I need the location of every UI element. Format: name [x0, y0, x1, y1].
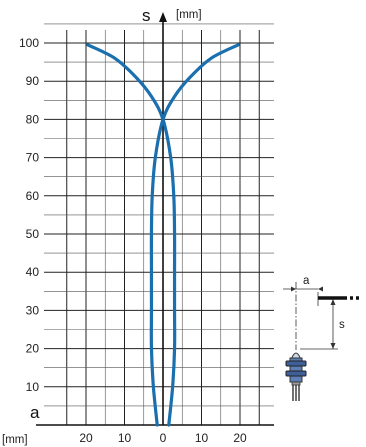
detection-curves	[86, 43, 240, 427]
axes	[36, 12, 274, 426]
y-axis-unit: [mm]	[176, 9, 202, 21]
dimension-a-arrow-right	[318, 286, 323, 292]
y-tick-label: 40	[26, 265, 40, 279]
y-tick-label: 10	[26, 380, 40, 394]
y-axis-label: s	[142, 6, 151, 25]
y-tick-label: 50	[26, 227, 40, 241]
x-tick-label: 20	[233, 431, 247, 445]
dimension-s-label: s	[339, 319, 345, 331]
x-tick-label: 20	[79, 431, 93, 445]
detection-curve-2	[86, 43, 177, 427]
x-tick-label: 10	[118, 431, 132, 445]
x-axis-label: a	[30, 403, 40, 422]
y-tick-label: 30	[26, 303, 40, 317]
y-tick-labels: 10 20 30 40 50 60 70 80 90 100	[19, 36, 39, 394]
grid-lines	[44, 23, 274, 426]
sensor-dimension-diagram: a s	[283, 275, 362, 401]
y-tick-label: 90	[26, 74, 40, 88]
y-tick-label: 70	[26, 151, 40, 165]
y-tick-label: 60	[26, 189, 40, 203]
y-tick-label: 100	[19, 36, 39, 50]
x-tick-label: 10	[195, 431, 209, 445]
dimension-s-arrow-bottom	[330, 343, 336, 349]
y-tick-label: 80	[26, 112, 40, 126]
y-tick-label: 20	[26, 342, 40, 356]
dimension-a-label: a	[303, 275, 310, 287]
detection-curve-1	[149, 43, 240, 427]
x-tick-label: 0	[160, 431, 167, 445]
sensor-icon	[285, 352, 307, 401]
x-tick-labels: 20 10 0 10 20	[79, 431, 247, 445]
y-axis-arrow	[159, 12, 167, 22]
dimension-s-arrow-top	[330, 299, 336, 305]
dimension-a-arrow-left	[291, 286, 296, 292]
x-axis-unit: [mm]	[2, 434, 28, 446]
